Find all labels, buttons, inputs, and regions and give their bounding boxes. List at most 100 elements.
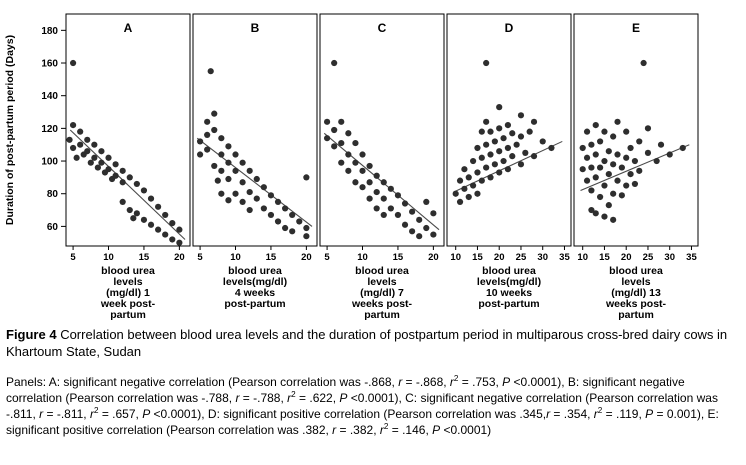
scatter-points: [579, 59, 686, 223]
panels-note: Panels: A: significant negative correlat…: [6, 374, 736, 439]
scatter-point: [204, 131, 211, 139]
panel-letter: D: [505, 21, 514, 35]
scatter-point: [618, 164, 625, 171]
scatter-point: [69, 59, 77, 67]
x-axis-label-line: levels: [113, 276, 142, 288]
text-segment: <0.0001), C: significant negative correl…: [6, 390, 718, 421]
scatter-point: [644, 125, 652, 132]
text-segment: Correlation between blood urea levels an…: [6, 327, 728, 359]
x-tick-label: 10: [230, 252, 241, 263]
scatter-point: [323, 118, 331, 125]
scatter-point: [483, 141, 490, 148]
x-axis-label-line: blood urea: [482, 265, 536, 277]
panel-frame: [573, 13, 699, 247]
text-segment: P: [339, 390, 348, 405]
x-axis-label-line: post-partum: [478, 298, 539, 310]
scatter-point: [176, 239, 183, 246]
scatter-point: [232, 151, 239, 158]
scatter-point: [303, 233, 310, 240]
scatter-point: [366, 195, 373, 202]
scatter-point: [373, 188, 380, 196]
scatter-point: [500, 135, 507, 142]
scatter-point: [91, 141, 98, 148]
text-segment: r: [89, 406, 94, 421]
scatter-point: [588, 164, 595, 171]
text-segment: r: [398, 374, 403, 389]
scatter-point: [246, 206, 253, 214]
scatter-point: [211, 110, 218, 117]
scatter-point: [98, 159, 105, 166]
scatter-point: [225, 175, 232, 183]
scatter-point: [225, 143, 232, 150]
scatter-point: [331, 143, 338, 150]
scatter-point: [84, 136, 91, 143]
scatter-point: [583, 177, 591, 184]
x-axis-label-line: 4 weeks: [235, 287, 275, 299]
scatter-point: [130, 215, 137, 222]
scatter-point: [331, 59, 338, 67]
text-segment: = -.811,: [43, 406, 90, 421]
x-tick-label: 35: [686, 252, 697, 263]
scatter-point: [579, 166, 586, 173]
scatter-point: [478, 154, 485, 161]
scatter-point: [338, 159, 345, 166]
scatter-point: [456, 177, 464, 184]
scatter-point: [105, 166, 112, 173]
text-segment: = .146,: [388, 422, 433, 437]
scatter-point: [331, 126, 338, 134]
text-segment: <0.0001), B: significant negative correl…: [6, 374, 685, 405]
scatter-point: [509, 130, 516, 137]
scatter-point: [169, 236, 176, 243]
scatter-point: [359, 184, 366, 191]
scatter-point: [147, 221, 155, 228]
scatter-point: [614, 151, 621, 158]
scatter-point: [126, 174, 133, 181]
scatter-point: [267, 211, 275, 219]
scatter-point: [631, 157, 639, 165]
scatter-point: [401, 200, 409, 207]
scatter-point: [380, 179, 387, 186]
panel-frame: [65, 13, 191, 247]
scatter-point: [627, 144, 634, 152]
text-segment: <0.0001), D: significant positive correl…: [150, 406, 547, 421]
scatter-point: [211, 162, 218, 170]
scatter-point: [176, 226, 183, 233]
scatter-point: [592, 210, 599, 217]
figure-svg: Duration of post-partum period (Days) 60 8…: [4, 13, 699, 321]
scatter-point: [196, 138, 204, 145]
text-segment: = .657,: [98, 406, 143, 421]
scatter-point: [69, 121, 77, 129]
scatter-point: [640, 59, 647, 67]
scatter-point: [474, 169, 481, 176]
scatter-point: [359, 151, 366, 158]
scatter-point: [496, 169, 503, 176]
text-segment: P: [502, 374, 511, 389]
x-axis-label-line: partum: [364, 309, 400, 321]
scatter-point: [289, 211, 296, 219]
scatter-point: [491, 161, 498, 168]
scatter-point: [461, 185, 468, 192]
scatter-point: [274, 218, 282, 225]
x-tick-label: 30: [537, 252, 548, 263]
scatter-point: [296, 218, 303, 225]
scatter-point: [232, 190, 239, 197]
text-segment: 2: [291, 389, 296, 399]
scatter-point: [601, 213, 608, 220]
x-axis-label-line: 10 weeks: [486, 287, 532, 299]
scatter-point: [583, 128, 591, 135]
scatter-point: [588, 206, 595, 214]
text-segment: r: [287, 390, 292, 405]
scatter-point: [601, 128, 608, 135]
scatter-point: [345, 130, 352, 137]
text-segment: r: [332, 422, 337, 437]
scatter-point: [246, 188, 253, 196]
scatter-point: [112, 161, 119, 168]
scatter-point: [155, 226, 162, 233]
scatter-point: [225, 197, 232, 204]
text-segment: = .354,: [550, 406, 594, 421]
x-tick-label: 20: [301, 252, 312, 263]
